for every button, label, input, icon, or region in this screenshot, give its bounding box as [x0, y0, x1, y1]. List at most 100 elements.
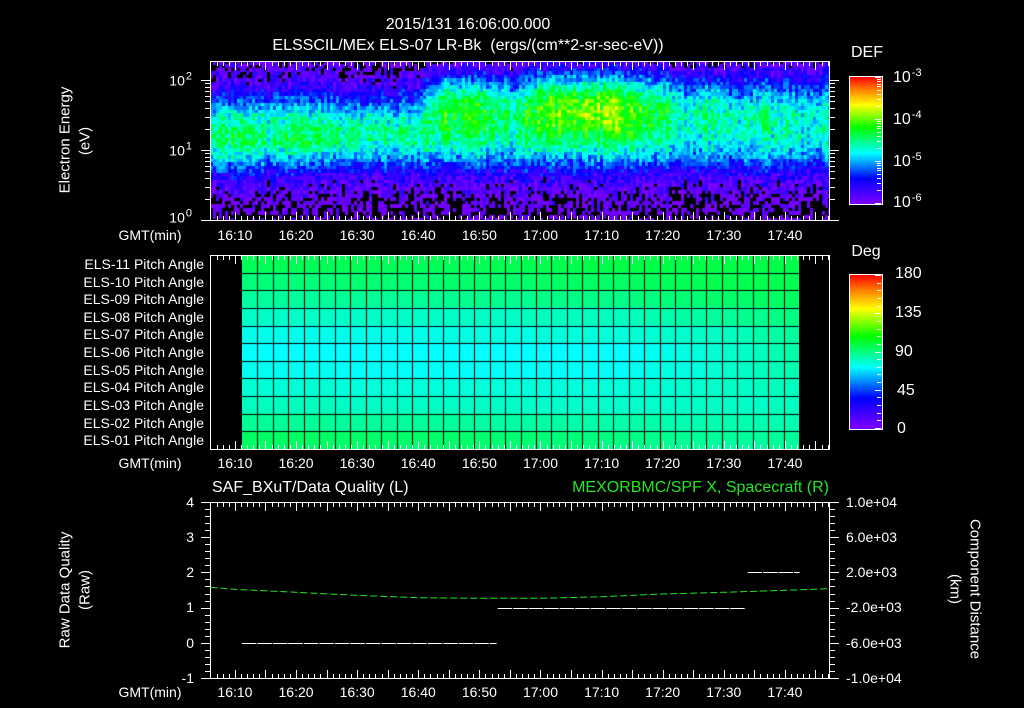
distance-tick-label: -2.0e+03 [846, 599, 902, 615]
time-tick-label: 16:50 [461, 455, 497, 471]
tick-base: 10 [169, 142, 185, 159]
pitch-row-label: ELS-04 Pitch Angle [83, 379, 204, 396]
def-colorbar-label: 10-6 [893, 192, 922, 211]
time-tick-label: 17:20 [645, 455, 681, 471]
time-tick-label: 17:10 [584, 684, 620, 700]
def-colorbar-label: 10-5 [893, 151, 922, 170]
pitch-row-label: ELS-09 Pitch Angle [83, 291, 204, 308]
tick-base: 10 [893, 153, 911, 170]
distance-axis-units: (km) [946, 574, 964, 604]
tick-base: 10 [169, 72, 185, 89]
deg-colorbar-label: 90 [895, 343, 913, 360]
time-tick-label: 17:00 [522, 684, 559, 700]
quality-tick-label: 1 [186, 599, 194, 615]
quality-tick-label: 4 [186, 494, 194, 510]
tick-exponent: 0 [185, 207, 192, 220]
time-tick-label: 16:20 [278, 455, 314, 471]
def-colorbar [849, 76, 883, 205]
deg-colorbar-label: 45 [897, 382, 915, 399]
distance-tick-label: 2.0e+03 [846, 564, 897, 580]
deg-colorbar-label: 180 [895, 265, 922, 282]
distance-axis-ticks [830, 502, 839, 679]
distance-axis-label: Component Distance [966, 518, 984, 660]
time-tick-label: 17:20 [645, 227, 681, 243]
time-tick-label: 16:20 [278, 684, 314, 700]
quality-tick-label: 2 [186, 564, 194, 580]
quality-tick-label: 3 [186, 529, 194, 545]
data-quality-series [241, 572, 800, 644]
time-tick-label: 17:10 [584, 227, 620, 243]
time-tick-label: 16:40 [400, 227, 436, 243]
time-tick-label: 16:20 [278, 227, 314, 243]
def-colorbar-label: 10-3 [893, 67, 922, 86]
time-tick-label: 16:40 [400, 684, 436, 700]
time-tick-label: 17:20 [645, 684, 681, 700]
pitch-row-label: ELS-08 Pitch Angle [83, 308, 204, 325]
quality-tick-label: 0 [186, 635, 194, 651]
time-tick-label: 17:40 [767, 684, 803, 700]
time-tick-label: 16:40 [400, 455, 436, 471]
tick-base: 10 [169, 209, 185, 226]
quality-axis-ticks [201, 502, 210, 679]
tick-exponent: -6 [911, 192, 922, 204]
time-tick-label: 17:10 [584, 455, 620, 471]
quality-tick-label: -1 [181, 670, 194, 686]
time-tick-label: 16:30 [339, 455, 375, 471]
time-tick-label: 17:40 [767, 455, 803, 471]
tick-base: 10 [893, 69, 911, 86]
time-tick-label: 17:30 [706, 227, 742, 243]
x-axis-label: GMT(min) [118, 684, 182, 700]
time-tick-label: 16:50 [461, 227, 497, 243]
time-tick-label: 17:00 [522, 227, 559, 243]
tick-exponent: -5 [911, 151, 922, 163]
time-tick-label: 17:40 [767, 227, 803, 243]
x-axis-label: GMT(min) [118, 227, 182, 243]
time-tick-label: 16:10 [217, 227, 253, 243]
tick-exponent: -4 [911, 109, 922, 121]
quality-axis-label: Raw Data Quality [56, 531, 74, 649]
pitch-row-label: ELS-01 Pitch Angle [83, 432, 204, 449]
spacecraft-x-series [210, 586, 828, 599]
x-axis-label: GMT(min) [118, 455, 182, 471]
pitch-row-label: ELS-11 Pitch Angle [84, 255, 204, 272]
distance-tick-label: -6.0e+03 [846, 635, 902, 651]
time-tick-label: 16:50 [461, 684, 497, 700]
quality-axis-units: (Raw) [76, 570, 94, 610]
pitch-row-label: ELS-02 Pitch Angle [83, 414, 204, 431]
energy-axis-label: Electron Energy [56, 86, 74, 194]
spacecraft-x-line [210, 586, 828, 599]
energy-tick-label: 102 [169, 70, 192, 89]
plot-border [210, 502, 830, 679]
time-tick-label: 16:30 [339, 684, 375, 700]
distance-tick-label: -1.0e+04 [846, 670, 902, 686]
time-tick-label: 17:30 [706, 684, 742, 700]
pitch-row-label: ELS-03 Pitch Angle [83, 396, 204, 413]
energy-axis-units: (eV) [76, 126, 94, 156]
def-colorbar-title: DEF [851, 44, 883, 61]
pitch-row-label: ELS-05 Pitch Angle [83, 361, 204, 378]
time-tick-label: 16:30 [339, 227, 375, 243]
deg-colorbar-title: Deg [851, 243, 881, 260]
electron-energy-spectrogram [210, 61, 829, 220]
time-tick-label: 17:30 [706, 455, 742, 471]
left-series-title: SAF_BXuT/Data Quality (L) [212, 479, 409, 496]
deg-colorbar [849, 274, 883, 430]
pitch-row-label: ELS-10 Pitch Angle [83, 273, 204, 290]
time-tick-label: 17:00 [522, 455, 559, 471]
time-tick-label: 16:10 [217, 455, 253, 471]
pitch-row-label: ELS-06 Pitch Angle [83, 344, 204, 360]
tick-exponent: 1 [185, 140, 192, 153]
time-tick-label: 16:10 [217, 684, 253, 700]
tick-exponent: -3 [911, 67, 922, 79]
def-colorbar-label: 10-4 [893, 109, 922, 128]
distance-tick-label: 6.0e+03 [846, 529, 897, 545]
plot-subtitle: ELSSCIL/MEx ELS-07 LR-Bk (ergs/(cm**2-sr… [272, 37, 664, 54]
tick-base: 10 [893, 194, 911, 211]
energy-tick-label: 100 [169, 207, 192, 226]
pitch-row-label: ELS-07 Pitch Angle [83, 326, 204, 343]
timeseries-panel-axes [210, 502, 830, 679]
energy-tick-label: 101 [169, 140, 192, 159]
tick-exponent: 2 [185, 70, 192, 83]
plot-timestamp-title: 2015/131 16:06:00.000 [385, 16, 551, 33]
